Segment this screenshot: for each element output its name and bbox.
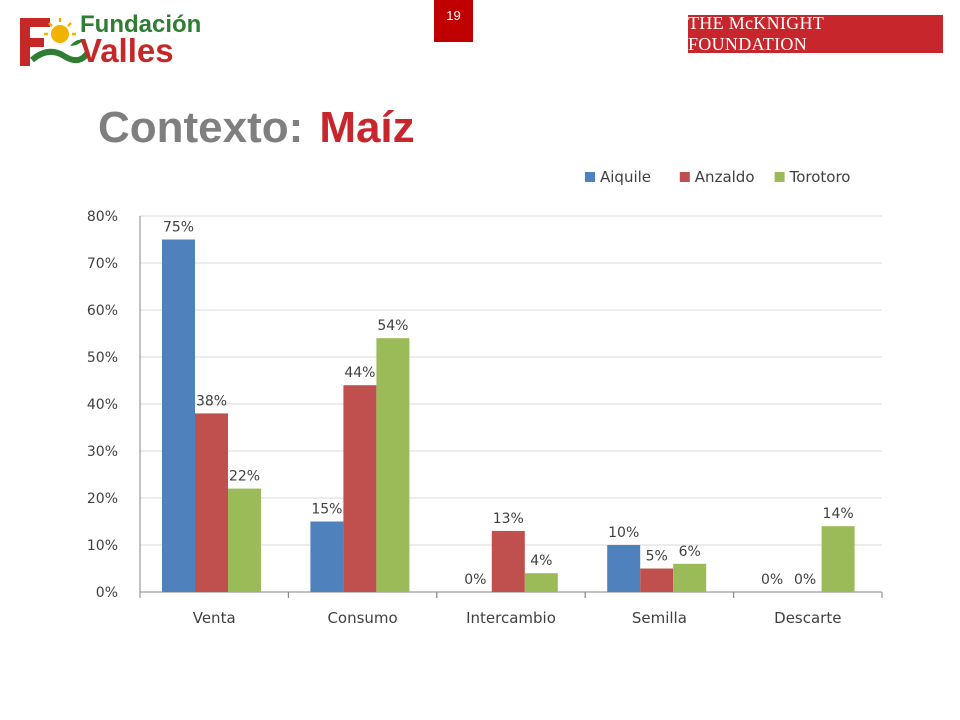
y-tick-label: 30% <box>87 444 118 460</box>
bar-torotoro <box>673 563 707 592</box>
x-tick-label: Intercambio <box>466 609 556 627</box>
logo-mark-icon <box>20 18 91 66</box>
mcknight-foundation-logo: THE McKNIGHT FOUNDATION <box>688 13 943 54</box>
bar-aiquile <box>162 239 195 592</box>
legend-label: Aiquile <box>600 168 651 186</box>
bar-anzaldo <box>491 530 525 592</box>
legend-swatch <box>585 172 595 182</box>
legend-label: Torotoro <box>789 168 851 186</box>
data-label: 13% <box>493 511 524 527</box>
bar-anzaldo <box>195 413 228 592</box>
bar-torotoro <box>524 573 558 592</box>
y-tick-label: 20% <box>87 491 118 507</box>
brand-name-line2: Valles <box>80 32 174 69</box>
title-prefix: Contexto: <box>98 103 304 152</box>
x-tick-label: Semilla <box>632 609 687 627</box>
legend-swatch <box>774 172 785 182</box>
legend-swatch <box>679 172 690 182</box>
bar-aiquile <box>310 521 344 592</box>
data-label: 4% <box>530 553 552 569</box>
bar-torotoro <box>228 488 261 592</box>
data-label: 44% <box>344 365 375 381</box>
data-label: 0% <box>761 572 783 588</box>
legend-label: Anzaldo <box>695 168 755 186</box>
y-tick-label: 80% <box>87 209 118 225</box>
data-label: 0% <box>794 572 816 588</box>
data-label: 14% <box>823 506 854 522</box>
brand-name-line1: Fundación <box>80 11 202 38</box>
bar-chart: 0% 10% 20% 30% 40% 50% 60% 70% 80% Venta 75% 38% 22%… <box>87 168 883 627</box>
y-tick-label: 60% <box>87 303 118 319</box>
data-label: 54% <box>377 318 408 334</box>
data-label: 5% <box>646 549 668 565</box>
bar-torotoro <box>376 338 410 592</box>
x-tick-label: Venta <box>193 609 236 627</box>
fundacion-valles-logo <box>18 12 223 72</box>
data-label: 75% <box>163 220 194 236</box>
x-tick-label: Descarte <box>774 609 841 627</box>
y-tick-label: 70% <box>87 256 118 272</box>
x-tick-label: Consumo <box>327 609 397 627</box>
bar-torotoro <box>821 526 855 592</box>
data-label: 6% <box>679 544 701 560</box>
bar-aiquile <box>607 545 641 592</box>
data-label: 38% <box>196 393 227 409</box>
title-subject: Maíz <box>319 103 415 152</box>
data-label: 22% <box>229 469 260 485</box>
y-tick-label: 50% <box>87 350 118 366</box>
data-label: 0% <box>464 572 486 588</box>
data-label: 15% <box>311 502 342 518</box>
y-tick-label: 0% <box>96 585 118 601</box>
bar-anzaldo <box>640 568 674 592</box>
page-title: Contexto: Maíz <box>98 100 415 156</box>
page-number-badge: 19 <box>434 0 473 42</box>
data-label: 10% <box>608 525 639 541</box>
y-tick-label: 10% <box>87 538 118 554</box>
y-tick-label: 40% <box>87 397 118 413</box>
bar-anzaldo <box>343 385 377 592</box>
